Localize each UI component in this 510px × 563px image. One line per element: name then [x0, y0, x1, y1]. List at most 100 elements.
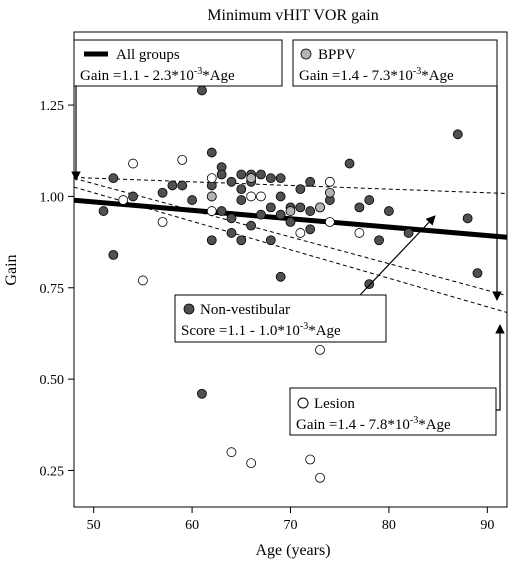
equation-main: Score =1.1 - 1.0*10 — [181, 323, 300, 339]
data-point-lesion — [354, 228, 365, 238]
data-point-lesion — [226, 447, 237, 458]
legend-label: Lesion — [314, 396, 355, 412]
data-point-non-vestibular — [364, 195, 375, 205]
data-point-non-vestibular — [305, 176, 316, 187]
data-points — [98, 85, 483, 483]
x-tick-label: 90 — [480, 518, 494, 533]
data-point-non-vestibular — [167, 180, 178, 191]
data-point-lesion — [324, 176, 335, 187]
data-point-non-vestibular — [354, 202, 365, 213]
data-point-non-vestibular — [265, 173, 276, 184]
legend-label: Non-vestibular — [200, 302, 290, 318]
data-point-non-vestibular — [108, 173, 119, 184]
data-point-lesion — [128, 158, 138, 169]
data-point-non-vestibular — [452, 129, 463, 140]
equation-exponent: -3 — [413, 66, 421, 77]
data-point-non-vestibular — [305, 206, 316, 216]
data-point-non-vestibular — [236, 169, 247, 180]
x-tick-label: 50 — [87, 518, 101, 533]
data-point-non-vestibular — [275, 209, 286, 220]
y-tick-label: 0.75 — [40, 282, 65, 297]
legend-label: All groups — [116, 47, 180, 63]
data-point-non-vestibular — [265, 202, 276, 213]
x-axis: 50 60 70 80 90 — [87, 507, 494, 533]
equation-main: Gain =1.1 - 2.3*10 — [80, 68, 194, 84]
data-point-non-vestibular — [295, 202, 306, 213]
data-point-non-vestibular — [295, 184, 306, 195]
legend-equation: Gain =1.4 - 7.8*10-3*Age — [296, 415, 451, 433]
data-point-non-vestibular — [236, 184, 247, 195]
chart-title: Minimum vHIT VOR gain — [207, 7, 378, 24]
data-point-lesion — [256, 191, 266, 202]
data-point-non-vestibular — [265, 235, 276, 246]
data-point-non-vestibular — [216, 206, 227, 216]
legend-box — [289, 387, 497, 436]
equation-tail: *Age — [421, 68, 454, 84]
data-point-non-vestibular — [374, 235, 384, 246]
y-axis: 0.25 0.50 0.75 1.00 1.25 — [40, 99, 74, 479]
data-point-non-vestibular — [403, 228, 414, 238]
data-point-non-vestibular — [275, 271, 286, 282]
equation-tail: *Age — [418, 417, 451, 433]
data-point-bppv — [315, 202, 325, 213]
data-point-lesion — [118, 195, 129, 205]
annotation-arrows — [71, 86, 505, 411]
data-point-non-vestibular — [177, 180, 188, 191]
legend-dark-marker — [183, 303, 195, 315]
y-axis-title: Gain — [3, 254, 20, 285]
data-point-lesion — [157, 217, 168, 227]
legend-equation: Gain =1.4 - 7.3*10-3*Age — [299, 66, 454, 84]
regression-line-non-vestibular — [74, 176, 507, 194]
x-tick-label: 70 — [284, 518, 298, 533]
data-point-lesion — [137, 275, 148, 286]
legend-lesion: Lesion Gain =1.4 - 7.8*10-3*Age — [289, 387, 497, 436]
data-point-non-vestibular — [364, 279, 375, 290]
x-tick-label: 60 — [185, 518, 199, 533]
data-point-non-vestibular — [197, 85, 207, 96]
legend-box — [174, 294, 387, 343]
data-point-non-vestibular — [305, 224, 316, 235]
data-point-non-vestibular — [285, 217, 296, 227]
legend-label: BPPV — [318, 47, 356, 63]
data-point-non-vestibular — [472, 268, 483, 279]
data-point-non-vestibular — [226, 213, 237, 224]
data-point-non-vestibular — [128, 191, 138, 202]
data-point-non-vestibular — [236, 235, 247, 246]
y-tick-label: 0.25 — [40, 464, 65, 479]
regression-lines — [74, 176, 507, 313]
equation-exponent: -3 — [410, 415, 418, 426]
data-point-non-vestibular — [98, 206, 109, 216]
equation-main: Gain =1.4 - 7.3*10 — [299, 68, 413, 84]
data-point-lesion — [246, 458, 257, 469]
regression-line-bppv — [74, 177, 507, 297]
data-point-bppv — [324, 187, 335, 198]
equation-tail: *Age — [202, 68, 235, 84]
data-point-bppv — [206, 191, 217, 202]
data-point-non-vestibular — [275, 191, 286, 202]
x-tick-label: 80 — [382, 518, 396, 533]
data-point-bppv — [285, 206, 296, 216]
plot-area — [73, 31, 508, 508]
equation-main: Gain =1.4 - 7.8*10 — [296, 417, 410, 433]
data-point-non-vestibular — [256, 169, 266, 180]
legend-open-marker — [297, 397, 309, 409]
arrow-lesion — [495, 324, 505, 411]
legend-equation: Score =1.1 - 1.0*10-3*Age — [181, 321, 341, 339]
data-point-non-vestibular — [226, 176, 237, 187]
y-tick-label: 1.25 — [40, 99, 65, 114]
data-point-non-vestibular — [108, 249, 119, 260]
data-point-lesion — [305, 454, 316, 465]
y-tick-label: 0.50 — [40, 373, 65, 388]
data-point-non-vestibular — [236, 195, 247, 205]
arrow-non-vestibular — [359, 215, 436, 296]
legend-non-vestibular: Non-vestibular Score =1.1 - 1.0*10-3*Age — [174, 294, 387, 343]
data-point-bppv — [246, 173, 257, 184]
plot-frame — [73, 31, 508, 508]
equation-tail: *Age — [308, 323, 341, 339]
x-axis-title: Age (years) — [255, 542, 330, 559]
data-point-non-vestibular — [275, 173, 286, 184]
data-point-non-vestibular — [216, 169, 227, 180]
data-point-non-vestibular — [157, 187, 168, 198]
data-point-lesion — [246, 191, 257, 202]
data-point-non-vestibular — [197, 388, 207, 399]
